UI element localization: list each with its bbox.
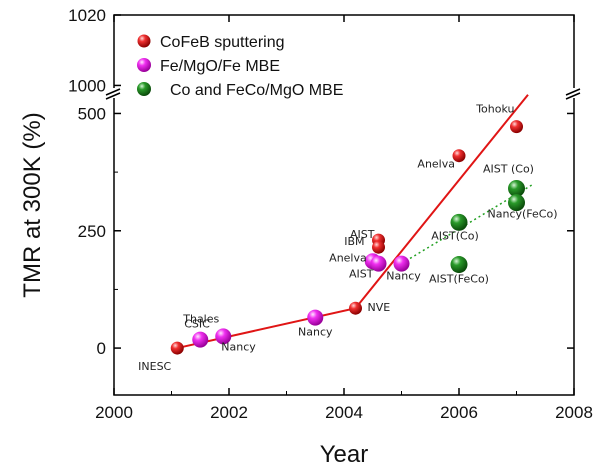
y-axis-title: TMR at 300K (%) xyxy=(19,112,46,297)
point-label: Nancy(FeCo) xyxy=(488,208,558,221)
data-point xyxy=(370,255,387,272)
point-label: Nancy xyxy=(298,326,333,339)
x-tick-label: 2002 xyxy=(210,403,248,422)
point-label: CSIC xyxy=(184,318,210,331)
point-label: Tohoku xyxy=(475,103,514,116)
point-annotations: INESCNVEAISTIBMAnelvaTohokuCSICThalesNan… xyxy=(138,103,557,373)
point-label: AIST xyxy=(350,228,375,241)
data-point xyxy=(452,149,466,163)
point-label: AIST(Co) xyxy=(431,229,478,242)
data-point xyxy=(510,120,523,134)
trend-line-dotted xyxy=(401,183,535,265)
point-label: Thales xyxy=(182,312,219,325)
point-label: Nancy xyxy=(221,340,256,353)
axis-break-left xyxy=(105,88,122,100)
x-tick-label: 2004 xyxy=(325,403,363,422)
data-point xyxy=(372,240,385,254)
data-point xyxy=(170,341,184,355)
legend-marker-cofeb xyxy=(137,34,151,48)
data-points xyxy=(170,120,525,355)
data-point xyxy=(508,180,525,198)
legend-label-cofeco: Co and FeCo/MgO MBE xyxy=(170,82,343,99)
y-upper-tick-label: 1020 xyxy=(68,6,106,25)
data-point xyxy=(215,328,232,345)
point-label: INESC xyxy=(138,360,171,373)
tick-group: 2000 2002 2004 2006 2008 0 250 500 1000 1020 xyxy=(68,6,593,422)
legend-label-cofeb: CoFeB sputtering xyxy=(160,34,285,51)
point-label: AIST (Co) xyxy=(483,163,534,176)
legend-label-femgo: Fe/MgO/Fe MBE xyxy=(160,58,280,75)
data-point xyxy=(508,194,525,212)
y-tick-label: 500 xyxy=(78,104,106,123)
point-label: Anelva xyxy=(417,158,455,171)
legend-marker-femgo xyxy=(137,58,151,72)
x-tick-label: 2008 xyxy=(555,403,593,422)
data-point xyxy=(450,213,468,231)
point-label: AIST(FeCo) xyxy=(429,273,489,286)
point-label: AIST xyxy=(349,268,374,281)
point-label: Nancy xyxy=(386,270,421,283)
data-point xyxy=(307,309,324,326)
y-tick-label: 250 xyxy=(78,222,106,241)
y-upper-tick-label: 1000 xyxy=(68,76,106,95)
point-label: Anelva xyxy=(329,251,367,264)
point-label: IBM xyxy=(344,235,364,248)
legend-marker-cofeco xyxy=(137,82,151,96)
data-point xyxy=(192,331,209,348)
data-point xyxy=(393,255,410,272)
legend: CoFeB sputtering Fe/MgO/Fe MBE Co and Fe… xyxy=(137,34,343,99)
axis-break-right xyxy=(565,88,582,100)
data-point xyxy=(349,301,362,315)
data-point xyxy=(450,256,468,274)
point-label: NVE xyxy=(368,301,391,314)
x-axis-title: Year xyxy=(320,441,369,467)
x-tick-label: 2000 xyxy=(95,403,133,422)
y-tick-label: 0 xyxy=(97,339,106,358)
x-tick-label: 2006 xyxy=(440,403,478,422)
